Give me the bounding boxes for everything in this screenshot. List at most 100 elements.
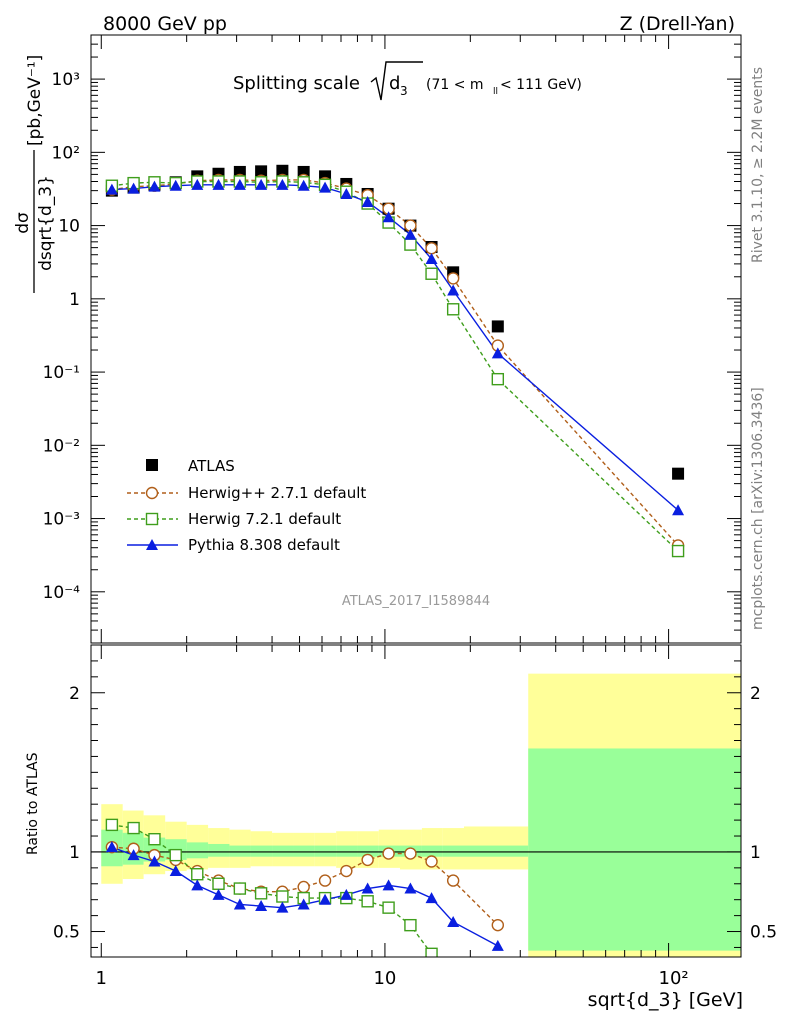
data-point [404, 882, 417, 894]
data-point [340, 888, 353, 900]
data-point [191, 879, 204, 891]
data-point [425, 855, 438, 868]
header-left: 8000 GeV pp [103, 13, 227, 35]
y-tick-label: 10 [58, 217, 80, 237]
y-tick-label: 1 [69, 290, 80, 310]
data-point [382, 879, 395, 891]
data-point [382, 847, 395, 860]
legend-marker-atlas [146, 459, 158, 471]
legend: ATLAS Herwig++ 2.7.1 default Herwig 7.2.… [127, 457, 366, 554]
data-point [169, 865, 182, 877]
ratio-ylabel: Ratio to ATLAS [25, 752, 41, 855]
data-point [148, 833, 161, 846]
data-point [255, 178, 268, 190]
data-point [404, 238, 417, 251]
data-point [191, 868, 204, 881]
uncertainty-band-bin [272, 845, 294, 857]
data-point [361, 195, 374, 207]
legend-marker-pythia [146, 539, 158, 550]
data-point [340, 187, 353, 199]
data-point [425, 267, 438, 280]
ratio-series-line [111, 824, 433, 955]
data-point [276, 178, 289, 190]
data-point [425, 242, 438, 255]
x-tick-label: 10² [659, 968, 689, 989]
data-point [148, 855, 161, 867]
data-point [672, 504, 685, 516]
data-point [105, 183, 118, 195]
data-point [297, 898, 310, 910]
data-point [233, 898, 246, 910]
y-tick-label: 10⁻⁴ [43, 583, 81, 603]
legend-marker-herwig7 [145, 512, 159, 526]
data-point [105, 841, 118, 853]
ratio-y-tick-label-right: 1 [750, 843, 761, 863]
data-point [404, 228, 417, 240]
data-point [671, 544, 685, 558]
ylabel-denominator: dsqrt{d_3} [36, 175, 56, 271]
data-point [169, 179, 182, 191]
ylabel-numerator: dσ [13, 212, 33, 234]
data-point [297, 880, 310, 894]
title-cut-pre: (71 < m [426, 77, 484, 93]
legend-label-herwig7: Herwig 7.2.1 default [188, 510, 341, 528]
data-point [491, 347, 504, 359]
data-point [491, 918, 505, 932]
main-plot-data [105, 164, 685, 558]
data-point [276, 901, 289, 913]
ratio-axes: 1 10 10² 0.5 0.5 1 1 2 2 [53, 645, 777, 989]
y-tick-label: 10⁻² [43, 436, 80, 456]
y-tick-label: 10² [52, 143, 80, 163]
data-point [212, 178, 225, 190]
data-point [404, 918, 417, 932]
legend-label-herwigpp: Herwig++ 2.7.1 default [188, 484, 366, 502]
data-point [425, 892, 438, 904]
ratio-y-tick-label-right: 0.5 [750, 923, 777, 943]
analysis-watermark: ATLAS_2017_I1589844 [342, 594, 490, 609]
data-point [491, 372, 505, 386]
sqrt-symbol-icon [370, 61, 423, 101]
ratio-y-tick-label: 1 [69, 843, 80, 863]
data-point [446, 272, 460, 285]
ratio-y-tick-label-right: 2 [750, 684, 761, 704]
data-point [447, 915, 460, 927]
data-point [169, 848, 182, 862]
data-point [127, 821, 140, 835]
data-point [233, 882, 247, 895]
main-title: Splitting scale d 3 (71 < m ll < 111 GeV… [233, 61, 582, 101]
main-plot-frame [90, 34, 742, 644]
data-point [297, 179, 310, 191]
uncertainty-band-bin [293, 845, 315, 857]
xlabel: sqrt{d_3} [GeV] [588, 989, 743, 1011]
data-point [255, 165, 268, 178]
data-point [276, 890, 289, 903]
ratio-y-tick-label: 0.5 [53, 923, 80, 943]
ratio-plot-data [91, 673, 741, 957]
data-point [361, 853, 374, 867]
y-tick-label: 10⁻³ [43, 510, 80, 530]
data-point [127, 182, 140, 194]
data-point [276, 164, 289, 177]
main-axes: 10⁻⁴ 10⁻³ 10⁻² 10⁻¹ 1 10 10² 10³ [43, 34, 741, 644]
main-ylabel: dσ dsqrt{d_3} [pb,GeV⁻¹] [13, 55, 56, 293]
data-point [425, 252, 438, 264]
data-point [105, 818, 119, 832]
data-point [340, 864, 353, 878]
rivet-label: Rivet 3.1.10, ≥ 2.2M events [750, 67, 766, 263]
data-point [212, 888, 225, 900]
data-point [446, 874, 460, 887]
title-cut-sub: ll [493, 87, 498, 97]
ratio-plot-frame [90, 644, 742, 958]
uncertainty-band-bin [442, 845, 465, 857]
data-point [672, 467, 685, 480]
uncertainty-band-bin [421, 845, 443, 857]
data-point [382, 901, 395, 914]
uncertainty-band-bin [357, 845, 379, 857]
y-tick-label: 10³ [52, 70, 80, 90]
header-right: Z (Drell-Yan) [620, 13, 735, 35]
uncertainty-band-bin [186, 842, 209, 859]
data-point [491, 320, 504, 333]
ratio-y-tick-label: 2 [69, 684, 80, 704]
x-tick-label: 10 [373, 968, 396, 989]
data-point [361, 895, 374, 908]
